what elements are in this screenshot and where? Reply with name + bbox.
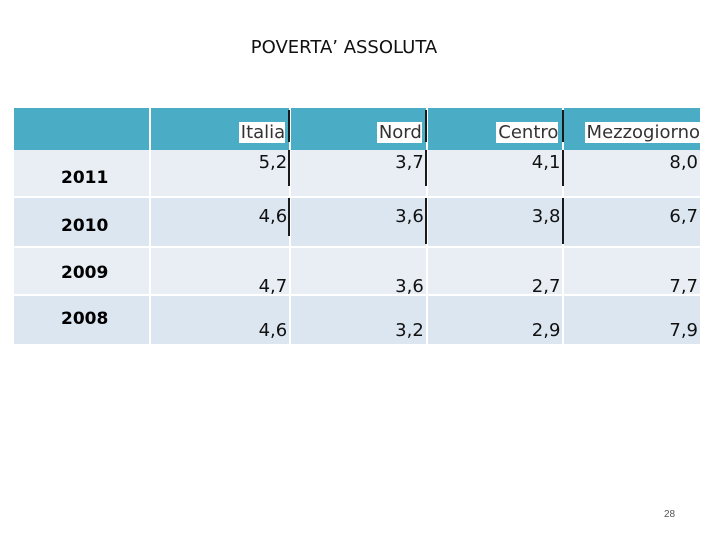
- header-label-nord: Nord: [376, 122, 422, 143]
- value-cell-mezzogiorno: 7,7: [564, 248, 701, 297]
- poverty-table: Italia Nord Centro Mezzogiorno 2011 5,2 …: [14, 108, 701, 344]
- column-edge-nord-2011: [425, 150, 427, 186]
- value-italia: 5,2: [258, 152, 288, 173]
- table-row: 2009 4,7 3,6 2,7 7,7: [14, 248, 701, 297]
- year-label: 2010: [61, 216, 109, 236]
- column-edge-centro-2010: [562, 198, 564, 244]
- value-cell-italia: 5,2: [150, 150, 292, 196]
- value-italia: 4,6: [258, 320, 288, 341]
- value-cell-nord: 3,2: [291, 296, 428, 344]
- header-label-mezzogiorno: Mezzogiorno: [584, 122, 701, 143]
- table-row: 2011 5,2 3,7 4,1 8,0: [14, 150, 701, 196]
- column-edge-italia-2011: [288, 150, 290, 186]
- year-label: 2009: [61, 263, 109, 283]
- value-nord: 3,6: [395, 206, 424, 227]
- value-nord: 3,2: [395, 320, 424, 341]
- page-number: 28: [664, 509, 676, 520]
- value-cell-mezzogiorno: 6,7: [564, 198, 701, 246]
- header-cell-nord: Nord: [291, 108, 428, 150]
- value-cell-nord: 3,6: [291, 198, 428, 246]
- value-mezzogiorno: 8,0: [669, 152, 699, 173]
- value-cell-italia: 4,6: [150, 198, 292, 246]
- value-mezzogiorno: 6,7: [669, 206, 699, 227]
- year-cell: 2008: [14, 296, 151, 344]
- value-centro: 2,9: [531, 320, 561, 341]
- value-cell-centro: 2,7: [427, 248, 565, 297]
- header-label-italia: Italia: [238, 122, 286, 143]
- column-edge-centro-header: [562, 110, 564, 142]
- header-cell-centro: Centro: [427, 108, 565, 150]
- column-edge-nord-2010: [425, 198, 427, 244]
- value-centro: 4,1: [531, 152, 561, 173]
- header-cell-italia: Italia: [150, 108, 292, 150]
- value-mezzogiorno: 7,7: [669, 276, 699, 297]
- table-row: 2008 4,6 3,2 2,9 7,9: [14, 296, 701, 344]
- slide-title: POVERTA’ ASSOLUTA: [250, 37, 438, 58]
- column-edge-centro-2011: [562, 150, 564, 186]
- column-edge-nord-header: [425, 110, 427, 142]
- table-row: 2010 4,6 3,6 3,8 6,7: [14, 198, 701, 246]
- value-cell-italia: 4,7: [150, 248, 292, 297]
- table-header-row: Italia Nord Centro Mezzogiorno: [14, 108, 701, 150]
- value-cell-italia: 4,6: [150, 296, 292, 344]
- value-cell-centro: 4,1: [427, 150, 565, 196]
- value-italia: 4,7: [258, 276, 288, 297]
- header-cell-mezzogiorno: Mezzogiorno: [564, 108, 701, 150]
- value-mezzogiorno: 7,9: [669, 320, 699, 341]
- year-label: 2011: [61, 168, 109, 188]
- value-centro: 2,7: [531, 276, 561, 297]
- year-cell: 2011: [14, 150, 151, 196]
- value-centro: 3,8: [531, 206, 561, 227]
- value-cell-mezzogiorno: 8,0: [564, 150, 701, 196]
- value-cell-centro: 3,8: [427, 198, 565, 246]
- value-cell-nord: 3,6: [291, 248, 428, 297]
- column-edge-italia-header: [288, 110, 290, 142]
- value-nord: 3,7: [395, 152, 424, 173]
- value-nord: 3,6: [395, 276, 424, 297]
- value-cell-nord: 3,7: [291, 150, 428, 196]
- column-edge-italia-2010: [288, 198, 290, 236]
- year-label: 2008: [61, 309, 109, 329]
- header-empty-cell: [14, 108, 151, 150]
- header-label-centro: Centro: [496, 122, 559, 143]
- value-cell-centro: 2,9: [427, 296, 565, 344]
- year-cell: 2009: [14, 248, 151, 294]
- value-cell-mezzogiorno: 7,9: [564, 296, 701, 344]
- year-cell: 2010: [14, 198, 151, 246]
- value-italia: 4,6: [258, 206, 288, 227]
